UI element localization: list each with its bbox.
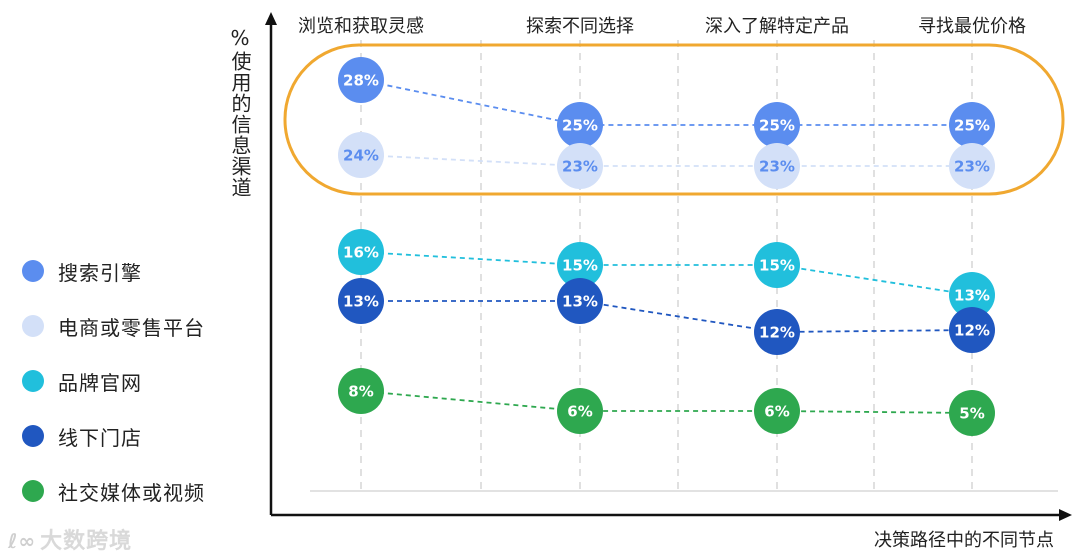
data-point (338, 278, 384, 324)
data-point (557, 242, 603, 288)
series-line (361, 300, 973, 333)
data-point (557, 388, 603, 434)
data-point (338, 57, 384, 103)
legend-item: 搜索引擎 (22, 252, 252, 290)
legend-item: 社交媒体或视频 (22, 472, 252, 510)
data-label: 15% (562, 257, 598, 275)
data-point (338, 229, 384, 275)
data-point (557, 143, 603, 189)
data-point (338, 132, 384, 178)
data-label: 15% (759, 257, 795, 275)
series-line (360, 390, 973, 414)
data-point (557, 278, 603, 324)
watermark: ℓ∞ 大数跨境 (8, 523, 132, 555)
legend-label: 电商或零售平台 (58, 315, 205, 340)
data-label: 28% (343, 72, 379, 90)
data-point (754, 388, 800, 434)
legend-label: 社交媒体或视频 (58, 480, 205, 505)
legend-label: 线下门店 (58, 425, 142, 450)
data-label: 12% (759, 324, 795, 342)
watermark-text: 大数跨境 (40, 529, 133, 554)
data-point (949, 307, 995, 353)
legend-swatch (22, 480, 44, 502)
data-point (949, 102, 995, 148)
data-label: 5% (959, 405, 984, 423)
y-axis-arrow-icon (265, 12, 277, 25)
data-point (754, 102, 800, 148)
legend-swatch (22, 425, 44, 447)
legend: 搜索引擎 电商或零售平台 品牌官网 线下门店 社交媒体或视频 (22, 252, 252, 527)
data-label: 13% (343, 293, 379, 311)
legend-item: 品牌官网 (22, 362, 252, 400)
series-line (360, 79, 972, 126)
series-line (360, 154, 972, 167)
data-label: 25% (562, 117, 598, 135)
legend-label: 搜索引擎 (58, 260, 142, 285)
data-label: 8% (348, 383, 373, 401)
watermark-logo-icon: ℓ∞ (8, 529, 37, 553)
data-label: 23% (562, 158, 598, 176)
data-label: 16% (343, 244, 379, 262)
series-line (360, 251, 973, 296)
data-label: 25% (954, 117, 990, 135)
legend-swatch (22, 260, 44, 282)
data-point (754, 143, 800, 189)
x-tick-label: 寻找最优价格 (918, 16, 1026, 37)
highlight-outline (283, 43, 1065, 196)
data-point (338, 368, 384, 414)
data-point (754, 242, 800, 288)
data-label: 6% (567, 403, 592, 421)
data-point (754, 309, 800, 355)
data-label: 23% (759, 158, 795, 176)
data-label: 23% (954, 158, 990, 176)
x-axis-arrow-icon (1059, 509, 1072, 521)
data-label: 6% (764, 403, 789, 421)
x-tick-label: 浏览和获取灵感 (298, 16, 424, 37)
legend-swatch (22, 315, 44, 337)
legend-item: 线下门店 (22, 417, 252, 455)
data-point (949, 272, 995, 318)
x-tick-label: 深入了解特定产品 (705, 16, 849, 37)
data-point (949, 143, 995, 189)
x-axis-label: 决策路径中的不同节点 (874, 530, 1054, 551)
data-label: 13% (562, 293, 598, 311)
data-point (949, 390, 995, 436)
legend-swatch (22, 370, 44, 392)
data-label: 13% (954, 287, 990, 305)
x-tick-label: 探索不同选择 (526, 16, 634, 37)
y-axis-label: %使用的信息渠道 (228, 26, 252, 198)
legend-label: 品牌官网 (58, 370, 142, 395)
data-label: 24% (343, 147, 379, 165)
data-point (557, 102, 603, 148)
data-label: 25% (759, 117, 795, 135)
data-label: 12% (954, 322, 990, 340)
legend-item: 电商或零售平台 (22, 307, 252, 345)
